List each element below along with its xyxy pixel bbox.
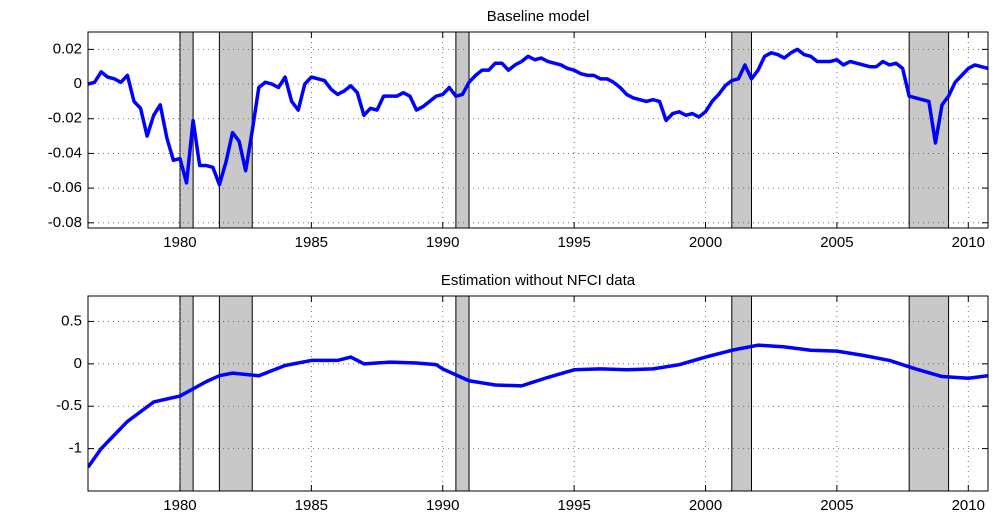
recession-band bbox=[731, 295, 753, 492]
y-tick-label: -0.02 bbox=[48, 110, 82, 127]
y-tick-label: 0.5 bbox=[61, 312, 82, 329]
axes-frame bbox=[87, 31, 989, 229]
x-tick-label: 1985 bbox=[295, 234, 328, 251]
x-tick-label: 1980 bbox=[163, 497, 196, 514]
recession-band bbox=[218, 295, 253, 492]
x-tick-label: 1995 bbox=[557, 497, 590, 514]
chart-title: Estimation without NFCI data bbox=[441, 272, 636, 289]
y-tick-label: 0.02 bbox=[53, 40, 82, 57]
axes-frame bbox=[87, 295, 989, 492]
recession-band bbox=[455, 295, 470, 492]
y-tick-label: -0.08 bbox=[48, 214, 82, 231]
x-tick-label: 1980 bbox=[163, 234, 196, 251]
x-tick-label: 2005 bbox=[820, 497, 853, 514]
y-tick-label: -0.04 bbox=[48, 144, 82, 161]
x-tick-label: 1995 bbox=[557, 234, 590, 251]
y-tick-label: -0.06 bbox=[48, 179, 82, 196]
data-line bbox=[88, 47, 988, 187]
y-tick-label: -1 bbox=[69, 440, 82, 457]
chart-title: Baseline model bbox=[487, 8, 590, 25]
x-tick-label: 1990 bbox=[426, 497, 459, 514]
x-tick-label: 2010 bbox=[952, 234, 985, 251]
x-tick-label: 2000 bbox=[689, 234, 722, 251]
y-tick-label: 0 bbox=[74, 355, 82, 372]
recession-band bbox=[455, 31, 470, 229]
data-line bbox=[88, 343, 988, 469]
y-tick-label: 0 bbox=[74, 75, 82, 92]
recession-band bbox=[908, 295, 950, 492]
x-tick-label: 2000 bbox=[689, 497, 722, 514]
y-tick-label: -0.5 bbox=[56, 397, 82, 414]
x-tick-label: 2005 bbox=[820, 234, 853, 251]
x-tick-label: 1985 bbox=[295, 497, 328, 514]
recession-band bbox=[908, 31, 950, 229]
recession-band bbox=[731, 31, 753, 229]
x-tick-label: 2010 bbox=[952, 497, 985, 514]
recession-band bbox=[218, 31, 253, 229]
x-tick-label: 1990 bbox=[426, 234, 459, 251]
